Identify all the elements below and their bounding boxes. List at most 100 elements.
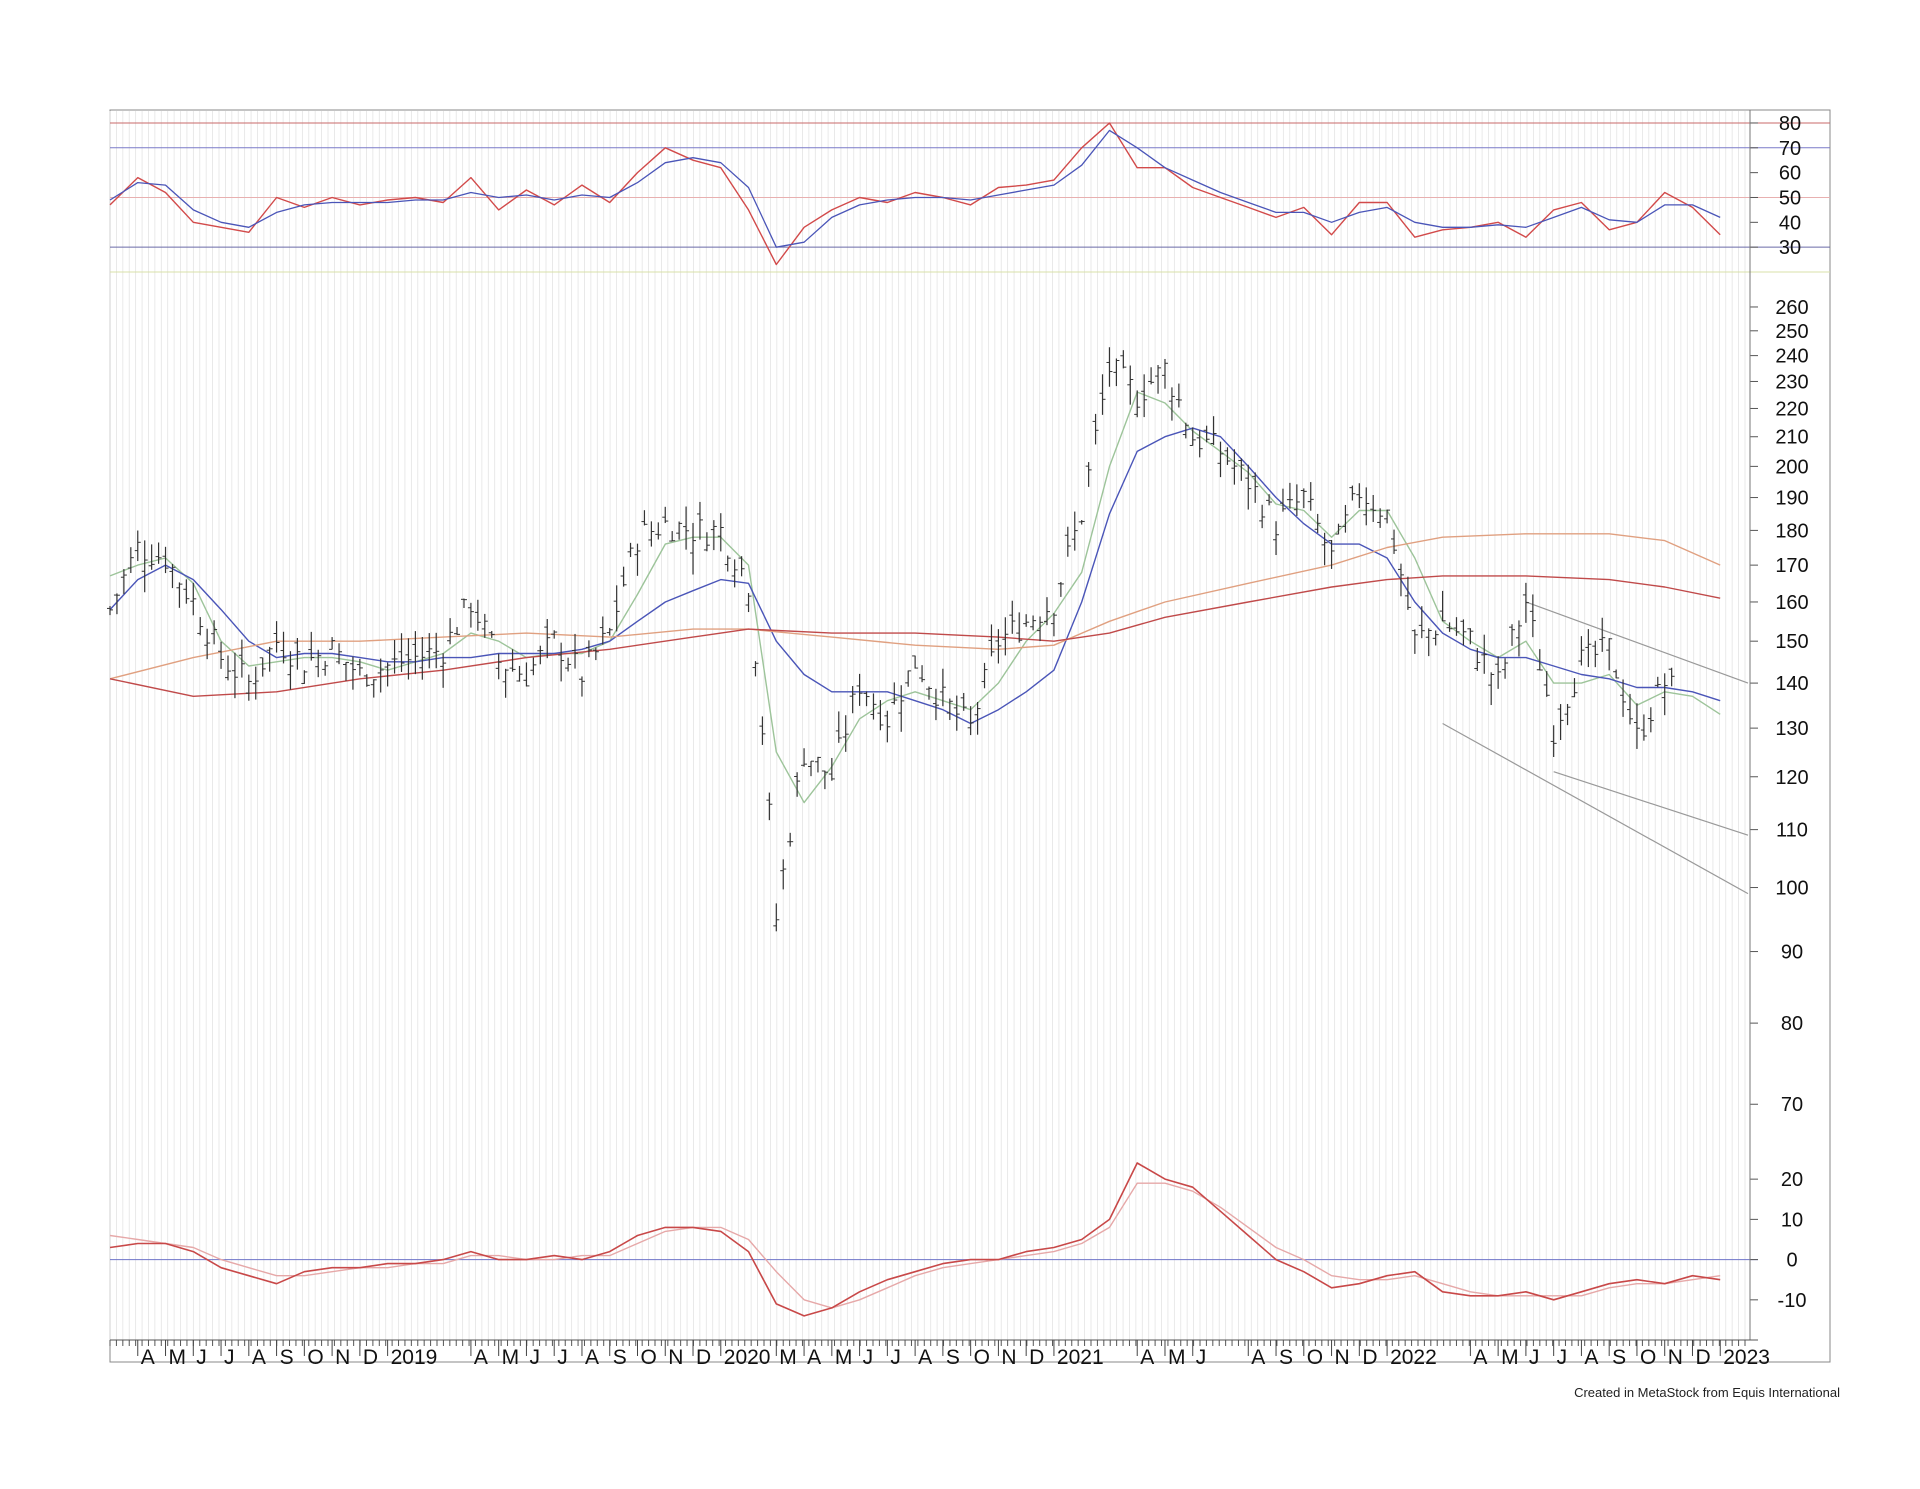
price-bar bbox=[1474, 647, 1481, 671]
x-axis-label: N bbox=[335, 1346, 350, 1369]
price-bar bbox=[939, 668, 946, 707]
x-axis-label: M bbox=[502, 1346, 520, 1369]
price-bar bbox=[592, 647, 599, 661]
price-bar bbox=[231, 652, 238, 699]
price-bar bbox=[1071, 511, 1078, 551]
price-bar bbox=[419, 636, 426, 680]
price-bar bbox=[148, 544, 155, 570]
price-bar bbox=[634, 543, 641, 576]
price-bar bbox=[315, 649, 322, 678]
price-bar bbox=[127, 547, 134, 574]
osc-y-tick-label: 30 bbox=[1779, 237, 1801, 259]
price-bar bbox=[1092, 413, 1099, 445]
price-bar bbox=[141, 540, 148, 593]
price-bar bbox=[606, 627, 613, 636]
price-bar bbox=[107, 605, 113, 616]
price-bar bbox=[294, 637, 301, 670]
price-bar bbox=[266, 646, 273, 672]
price-bar bbox=[329, 637, 336, 650]
x-axis-label: S bbox=[1279, 1346, 1293, 1369]
macd-y-tick-label: -10 bbox=[1778, 1290, 1807, 1312]
x-axis-label: J bbox=[890, 1346, 901, 1369]
price-bar bbox=[433, 632, 440, 669]
price-y-tick-label: 120 bbox=[1775, 767, 1808, 789]
x-axis-label: J bbox=[557, 1346, 568, 1369]
price-bar bbox=[1134, 390, 1141, 418]
price-bar bbox=[620, 566, 627, 587]
x-axis-label: 2019 bbox=[391, 1346, 438, 1369]
price-bar bbox=[1064, 526, 1071, 557]
price-y-tick-label: 250 bbox=[1775, 321, 1808, 343]
price-bar bbox=[1161, 358, 1168, 389]
price-bar bbox=[537, 645, 544, 665]
vertical-grid bbox=[109, 111, 1746, 1342]
x-axis-label: M bbox=[169, 1346, 187, 1369]
price-bar bbox=[134, 530, 141, 562]
price-bar bbox=[349, 656, 356, 690]
x-axis-label: J bbox=[529, 1346, 540, 1369]
price-y-tick-label: 100 bbox=[1775, 878, 1808, 900]
price-bar bbox=[218, 641, 225, 669]
price-ma-long-b-line bbox=[109, 575, 1721, 697]
price-bar bbox=[1439, 590, 1446, 622]
price-ma-mid-line bbox=[109, 427, 1721, 725]
price-bar bbox=[780, 859, 787, 890]
price-bar bbox=[273, 621, 280, 653]
x-axis-label: A bbox=[1140, 1346, 1154, 1369]
price-y-tick-label: 240 bbox=[1775, 346, 1808, 368]
price-bar bbox=[238, 639, 245, 678]
price-bar bbox=[1432, 630, 1439, 646]
price-bar bbox=[1481, 634, 1488, 674]
price-bar bbox=[1259, 504, 1266, 529]
price-bar bbox=[572, 633, 579, 669]
x-axis-label: O bbox=[640, 1346, 656, 1369]
price-bar bbox=[495, 653, 502, 680]
price-bar bbox=[1522, 582, 1529, 623]
x-axis-label: J bbox=[1196, 1346, 1207, 1369]
price-bar bbox=[412, 631, 419, 675]
price-bar bbox=[759, 716, 766, 745]
price-bar bbox=[690, 522, 697, 575]
price-bar bbox=[1037, 616, 1044, 642]
price-y-tick-label: 160 bbox=[1775, 592, 1808, 614]
x-axis-label: O bbox=[307, 1346, 323, 1369]
price-bar bbox=[488, 630, 495, 638]
x-axis-label: 2020 bbox=[724, 1346, 771, 1369]
x-axis-label: D bbox=[696, 1346, 711, 1369]
x-axis-label: O bbox=[1307, 1346, 1323, 1369]
x-axis-label: S bbox=[946, 1346, 960, 1369]
price-bar bbox=[1425, 628, 1432, 657]
osc-y-tick-label: 60 bbox=[1779, 163, 1801, 185]
price-bar bbox=[1189, 427, 1196, 446]
price-bar bbox=[981, 662, 988, 689]
price-bar bbox=[342, 661, 349, 681]
price-bar bbox=[155, 542, 162, 564]
price-bar bbox=[211, 620, 218, 645]
price-y-tick-label: 190 bbox=[1775, 488, 1808, 510]
price-bar bbox=[926, 686, 932, 700]
price-bar bbox=[1085, 462, 1092, 487]
price-bar bbox=[1231, 449, 1238, 485]
price-bar bbox=[1418, 606, 1425, 639]
price-bar bbox=[1613, 669, 1620, 679]
price-bar bbox=[1536, 649, 1543, 671]
price-bar bbox=[1113, 358, 1120, 387]
x-axis-label: A bbox=[585, 1346, 599, 1369]
price-bar bbox=[440, 653, 447, 688]
price-bar bbox=[613, 585, 620, 632]
macd-y-tick-label: 0 bbox=[1786, 1250, 1797, 1272]
price-y-tick-label: 110 bbox=[1776, 820, 1808, 842]
price-bar bbox=[1509, 624, 1516, 646]
price-bar bbox=[259, 657, 266, 677]
price-bar bbox=[301, 670, 308, 684]
price-bar bbox=[204, 628, 211, 660]
price-bar bbox=[398, 633, 405, 672]
price-bar bbox=[662, 506, 669, 524]
price-bar bbox=[1342, 504, 1349, 533]
price-bar bbox=[120, 569, 127, 595]
price-y-tick-label: 90 bbox=[1781, 942, 1803, 964]
trend-line bbox=[1442, 722, 1749, 895]
